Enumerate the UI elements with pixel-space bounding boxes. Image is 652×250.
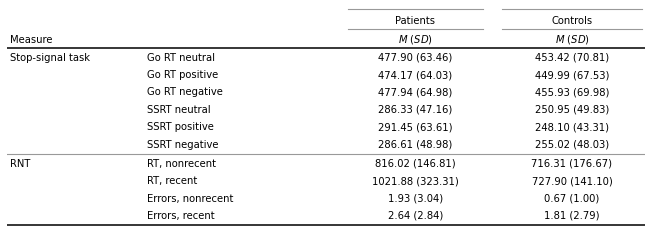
Text: 449.99 (67.53): 449.99 (67.53) <box>535 70 609 80</box>
Text: Patients: Patients <box>396 16 436 26</box>
Text: 477.90 (63.46): 477.90 (63.46) <box>378 53 452 62</box>
Text: 816.02 (146.81): 816.02 (146.81) <box>375 159 456 169</box>
Text: 727.90 (141.10): 727.90 (141.10) <box>531 176 612 186</box>
Text: SSRT negative: SSRT negative <box>147 140 218 149</box>
Text: 1.93 (3.04): 1.93 (3.04) <box>388 194 443 203</box>
Text: 286.33 (47.16): 286.33 (47.16) <box>378 105 452 115</box>
Text: 455.93 (69.98): 455.93 (69.98) <box>535 88 609 98</box>
Text: 0.67 (1.00): 0.67 (1.00) <box>544 194 600 203</box>
Text: 477.94 (64.98): 477.94 (64.98) <box>378 88 452 98</box>
Text: Controls: Controls <box>552 16 593 26</box>
Text: SSRT positive: SSRT positive <box>147 122 214 132</box>
Text: Errors, recent: Errors, recent <box>147 211 215 221</box>
Text: 1021.88 (323.31): 1021.88 (323.31) <box>372 176 459 186</box>
Text: $M$ $(SD)$: $M$ $(SD)$ <box>398 33 433 46</box>
Text: 286.61 (48.98): 286.61 (48.98) <box>378 140 452 149</box>
Text: Errors, nonrecent: Errors, nonrecent <box>147 194 233 203</box>
Text: Go RT negative: Go RT negative <box>147 88 223 98</box>
Text: Measure: Measure <box>10 35 52 45</box>
Text: 1.81 (2.79): 1.81 (2.79) <box>544 211 600 221</box>
Text: 255.02 (48.03): 255.02 (48.03) <box>535 140 609 149</box>
Text: Go RT neutral: Go RT neutral <box>147 53 215 62</box>
Text: Go RT positive: Go RT positive <box>147 70 218 80</box>
Text: 453.42 (70.81): 453.42 (70.81) <box>535 53 609 62</box>
Text: 474.17 (64.03): 474.17 (64.03) <box>378 70 452 80</box>
Text: $M$ $(SD)$: $M$ $(SD)$ <box>555 33 589 46</box>
Text: RNT: RNT <box>10 159 30 169</box>
Text: 2.64 (2.84): 2.64 (2.84) <box>388 211 443 221</box>
Text: 716.31 (176.67): 716.31 (176.67) <box>531 159 612 169</box>
Text: RT, recent: RT, recent <box>147 176 198 186</box>
Text: Stop-signal task: Stop-signal task <box>10 53 90 62</box>
Text: SSRT neutral: SSRT neutral <box>147 105 211 115</box>
Text: RT, nonrecent: RT, nonrecent <box>147 159 216 169</box>
Text: 248.10 (43.31): 248.10 (43.31) <box>535 122 609 132</box>
Text: 291.45 (63.61): 291.45 (63.61) <box>378 122 452 132</box>
Text: 250.95 (49.83): 250.95 (49.83) <box>535 105 609 115</box>
